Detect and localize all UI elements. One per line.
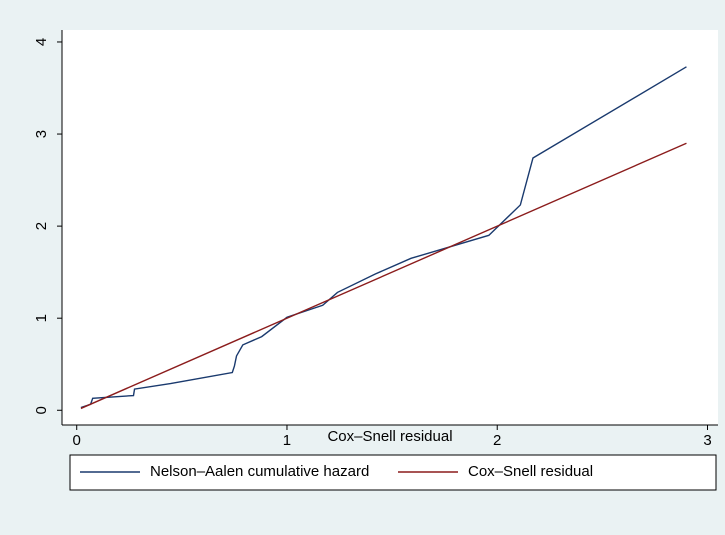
y-tick-label: 2 [33, 222, 50, 230]
x-axis-title: Cox–Snell residual [327, 428, 452, 445]
x-tick-label: 3 [703, 432, 711, 449]
legend-label: Nelson–Aalen cumulative hazard [150, 463, 369, 480]
series-line [80, 142, 687, 410]
x-tick-label: 1 [283, 432, 291, 449]
y-tick-label: 4 [33, 38, 50, 46]
legend [69, 454, 717, 491]
y-tick-label: 3 [33, 130, 50, 138]
legend-label: Cox–Snell residual [468, 463, 593, 480]
y-tick-label: 0 [33, 406, 50, 414]
series-line [80, 66, 687, 409]
y-tick-label: 1 [33, 314, 50, 322]
plot-area [62, 30, 718, 425]
x-tick-label: 2 [493, 432, 501, 449]
x-tick-label: 0 [73, 432, 81, 449]
